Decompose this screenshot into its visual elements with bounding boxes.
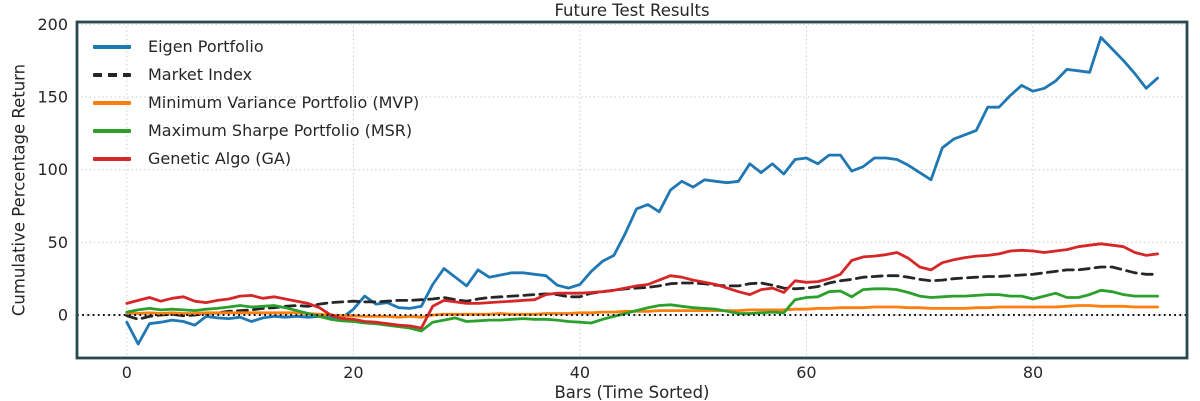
legend-item-genetic-algo-ga: Genetic Algo (GA) bbox=[93, 149, 419, 169]
y-tick-label-150: 150 bbox=[37, 88, 68, 107]
series-line-eigen-portfolio bbox=[125, 36, 1159, 346]
x-tick-label-0: 0 bbox=[122, 363, 132, 382]
legend-label: Eigen Portfolio bbox=[148, 37, 264, 56]
series-line-maximum-sharpe-portfolio-msr bbox=[125, 287, 1159, 333]
legend-label: Market Index bbox=[148, 65, 253, 84]
y-tick-label-200: 200 bbox=[37, 15, 68, 34]
legend-label: Minimum Variance Portfolio (MVP) bbox=[148, 93, 420, 112]
series-line-market-index bbox=[125, 265, 1159, 321]
x-tick-label-40: 40 bbox=[570, 363, 590, 382]
series-line-minimum-variance-portfolio-mvp bbox=[125, 304, 1159, 319]
legend-swatch-minimum-variance-portfolio-mvp bbox=[93, 101, 131, 105]
series-line-genetic-algo-ga bbox=[125, 242, 1159, 330]
legend-swatch-maximum-sharpe-portfolio-msr bbox=[93, 129, 131, 133]
legend-item-market-index: Market Index bbox=[93, 65, 419, 85]
y-tick-label-0: 0 bbox=[58, 306, 68, 325]
x-tick-label-60: 60 bbox=[796, 363, 816, 382]
legend-swatch-genetic-algo-ga bbox=[93, 157, 131, 161]
legend-swatch-market-index bbox=[93, 73, 131, 77]
legend-label: Maximum Sharpe Portfolio (MSR) bbox=[148, 121, 413, 140]
legend-item-maximum-sharpe-portfolio-msr: Maximum Sharpe Portfolio (MSR) bbox=[93, 121, 419, 141]
x-tick-label-20: 20 bbox=[343, 363, 363, 382]
y-tick-label-100: 100 bbox=[37, 160, 68, 179]
legend-label: Genetic Algo (GA) bbox=[148, 149, 292, 168]
chart-title: Future Test Results bbox=[554, 1, 710, 20]
legend-swatch-eigen-portfolio bbox=[93, 45, 131, 49]
legend-item-eigen-portfolio: Eigen Portfolio bbox=[93, 37, 419, 57]
y-axis-label: Cumulative Percentage Return bbox=[9, 63, 29, 317]
legend: Eigen Portfolio Market Index Minimum Varia… bbox=[93, 37, 419, 169]
x-axis-label: Bars (Time Sorted) bbox=[554, 383, 710, 401]
legend-item-minimum-variance-portfolio-mvp: Minimum Variance Portfolio (MVP) bbox=[93, 93, 419, 113]
plot-border bbox=[75, 20, 1189, 360]
y-tick-label-50: 50 bbox=[48, 233, 68, 252]
x-tick-label-80: 80 bbox=[1023, 363, 1043, 382]
